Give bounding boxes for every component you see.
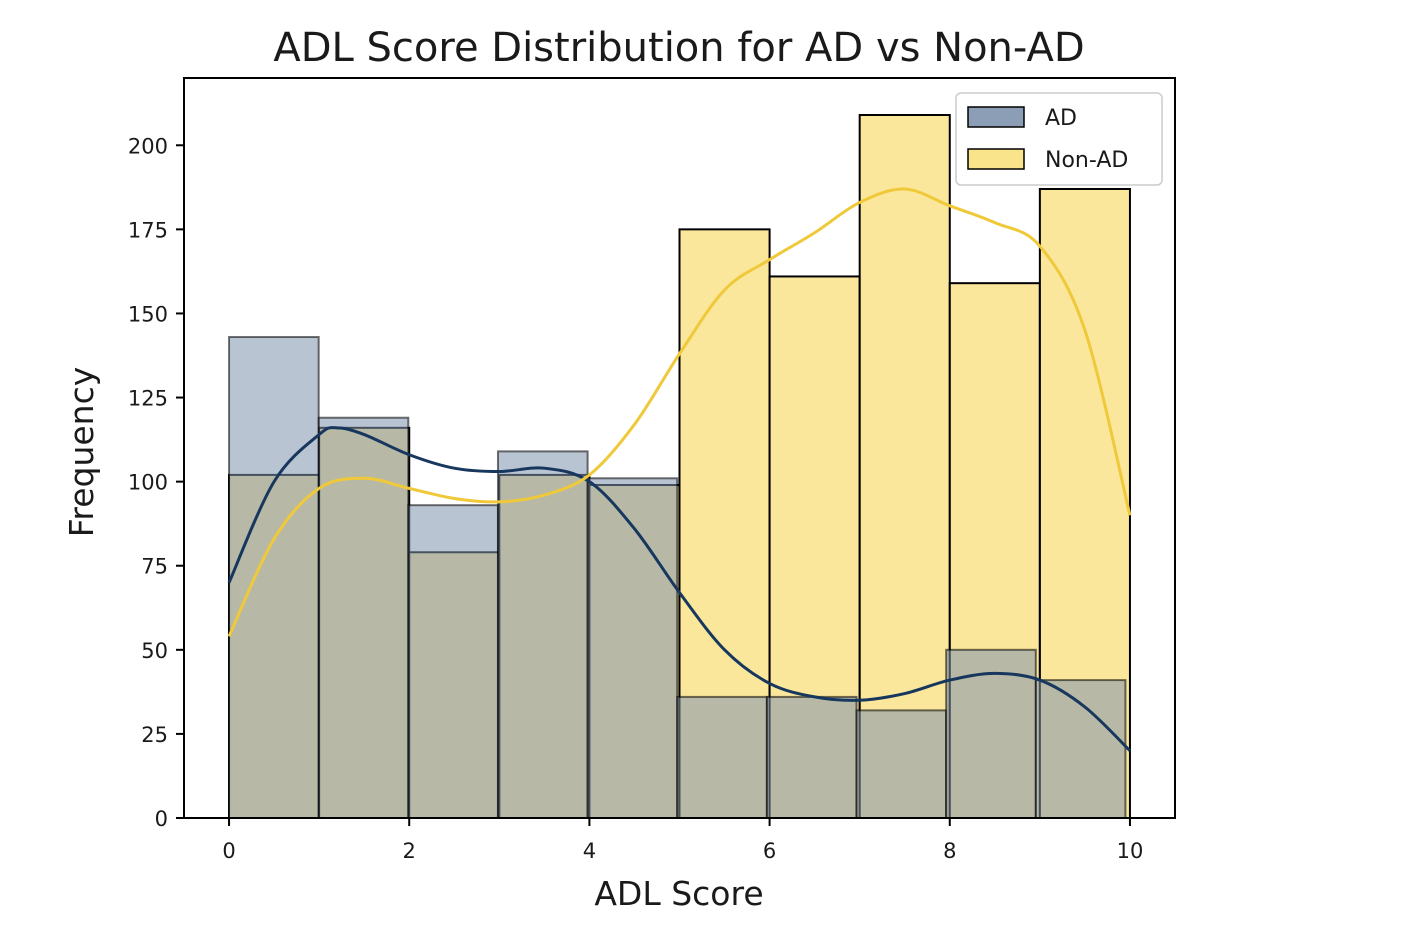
- bar-ad-9: [1034, 679, 1127, 819]
- x-tick-label: 10: [1117, 839, 1144, 863]
- bar-ad-6: [765, 695, 858, 820]
- legend-swatch-non-ad: [967, 148, 1025, 170]
- y-tick-label: 175: [128, 218, 168, 242]
- y-tick-label: 150: [128, 302, 168, 326]
- bar-ad-4: [586, 477, 679, 819]
- y-tick-label: 0: [155, 807, 168, 831]
- y-tick-label: 50: [141, 639, 168, 663]
- bar-non-ad-7: [858, 114, 951, 819]
- kde-line-non-ad: [227, 187, 1132, 637]
- y-tick-label: 25: [141, 723, 168, 747]
- x-axis-label: ADL Score: [594, 874, 763, 913]
- x-tick-label: 0: [222, 839, 235, 863]
- legend-swatch-ad: [967, 106, 1025, 128]
- chart-title: ADL Score Distribution for AD vs Non-AD: [273, 25, 1084, 71]
- plot-frame: [183, 77, 1176, 819]
- x-tick-label: 4: [583, 839, 596, 863]
- kde-line-ad: [227, 426, 1131, 752]
- bar-ad-0: [228, 336, 320, 819]
- y-tick-label: 200: [128, 134, 168, 158]
- x-tick-label: 2: [403, 839, 416, 863]
- y-tick-label: 100: [128, 471, 168, 495]
- legend: AD Non-AD: [955, 92, 1163, 186]
- y-axis-label: Frequency: [62, 367, 101, 537]
- legend-label-ad: AD: [1045, 106, 1077, 131]
- x-tick-label: 8: [943, 839, 956, 863]
- bar-ad-3: [496, 450, 589, 819]
- bar-ad-5: [676, 695, 768, 820]
- bar-ad-7: [855, 709, 948, 820]
- y-tick-label: 125: [128, 387, 168, 411]
- bar-ad-2: [407, 504, 499, 819]
- x-tick-label: 6: [763, 839, 776, 863]
- legend-label-non-ad: Non-AD: [1045, 148, 1128, 173]
- y-tick-label: 75: [141, 555, 168, 579]
